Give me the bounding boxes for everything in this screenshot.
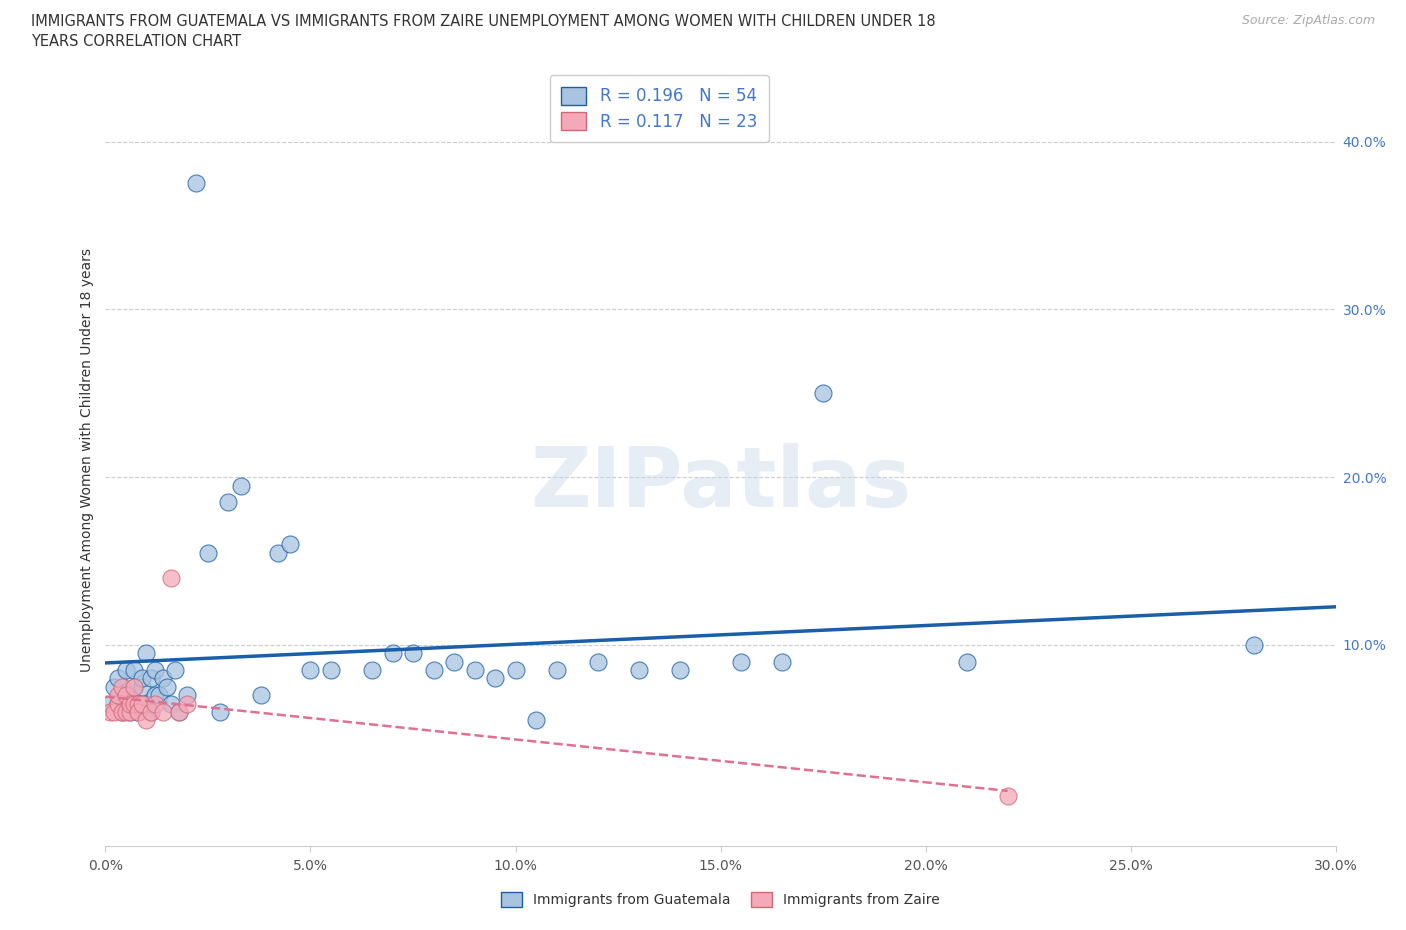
Point xyxy=(811,386,834,401)
Point xyxy=(229,478,252,493)
Point xyxy=(267,545,290,560)
Point xyxy=(152,671,174,686)
Point xyxy=(135,697,157,711)
Point xyxy=(135,646,157,661)
Point xyxy=(1243,637,1265,652)
Point xyxy=(127,705,149,720)
Point xyxy=(218,495,240,510)
Point xyxy=(131,680,153,695)
Y-axis label: Unemployment Among Women with Children Under 18 years: Unemployment Among Women with Children U… xyxy=(80,248,94,672)
Point xyxy=(484,671,506,686)
Point xyxy=(120,705,141,720)
Point xyxy=(139,671,162,686)
Point xyxy=(730,655,752,670)
Point xyxy=(127,697,149,711)
Point xyxy=(209,705,232,720)
Text: YEARS CORRELATION CHART: YEARS CORRELATION CHART xyxy=(31,34,240,49)
Point xyxy=(197,545,219,560)
Point xyxy=(160,697,183,711)
Point xyxy=(143,697,166,711)
Point xyxy=(127,705,149,720)
Point xyxy=(98,697,121,711)
Point xyxy=(184,176,207,191)
Point xyxy=(299,663,322,678)
Point xyxy=(505,663,527,678)
Point xyxy=(361,663,384,678)
Point xyxy=(422,663,444,678)
Point xyxy=(152,705,174,720)
Point xyxy=(464,663,486,678)
Text: ZIPatlas: ZIPatlas xyxy=(530,443,911,524)
Text: IMMIGRANTS FROM GUATEMALA VS IMMIGRANTS FROM ZAIRE UNEMPLOYMENT AMONG WOMEN WITH: IMMIGRANTS FROM GUATEMALA VS IMMIGRANTS … xyxy=(31,14,935,29)
Point xyxy=(627,663,650,678)
Point xyxy=(143,688,166,703)
Point xyxy=(122,697,145,711)
Point xyxy=(586,655,609,670)
Point xyxy=(176,688,198,703)
Point xyxy=(319,663,342,678)
Point xyxy=(115,688,138,703)
Point xyxy=(122,663,145,678)
Point xyxy=(956,655,979,670)
Point xyxy=(668,663,690,678)
Point xyxy=(122,680,145,695)
Point xyxy=(135,713,157,728)
Point xyxy=(111,705,134,720)
Point xyxy=(165,663,187,678)
Point xyxy=(111,705,134,720)
Point xyxy=(107,671,129,686)
Point xyxy=(169,705,191,720)
Point xyxy=(122,680,145,695)
Point xyxy=(103,705,125,720)
Legend: Immigrants from Guatemala, Immigrants from Zaire: Immigrants from Guatemala, Immigrants fr… xyxy=(495,886,946,912)
Point xyxy=(115,663,138,678)
Point xyxy=(156,680,179,695)
Point xyxy=(115,705,138,720)
Point xyxy=(131,697,153,711)
Point xyxy=(524,713,547,728)
Point xyxy=(546,663,568,678)
Point xyxy=(402,646,425,661)
Point xyxy=(139,705,162,720)
Point xyxy=(278,537,301,551)
Point xyxy=(997,789,1019,804)
Point xyxy=(98,705,121,720)
Point xyxy=(770,655,793,670)
Point xyxy=(103,680,125,695)
Point xyxy=(169,705,191,720)
Point xyxy=(107,697,129,711)
Text: Source: ZipAtlas.com: Source: ZipAtlas.com xyxy=(1241,14,1375,27)
Point xyxy=(148,688,170,703)
Point xyxy=(111,680,134,695)
Point xyxy=(107,697,129,711)
Point xyxy=(131,671,153,686)
Point xyxy=(160,570,183,585)
Point xyxy=(143,663,166,678)
Point xyxy=(139,705,162,720)
Point xyxy=(176,697,198,711)
Point xyxy=(120,705,141,720)
Point xyxy=(120,697,141,711)
Point xyxy=(115,688,138,703)
Point xyxy=(250,688,273,703)
Point xyxy=(443,655,465,670)
Point xyxy=(381,646,404,661)
Point xyxy=(107,688,129,703)
